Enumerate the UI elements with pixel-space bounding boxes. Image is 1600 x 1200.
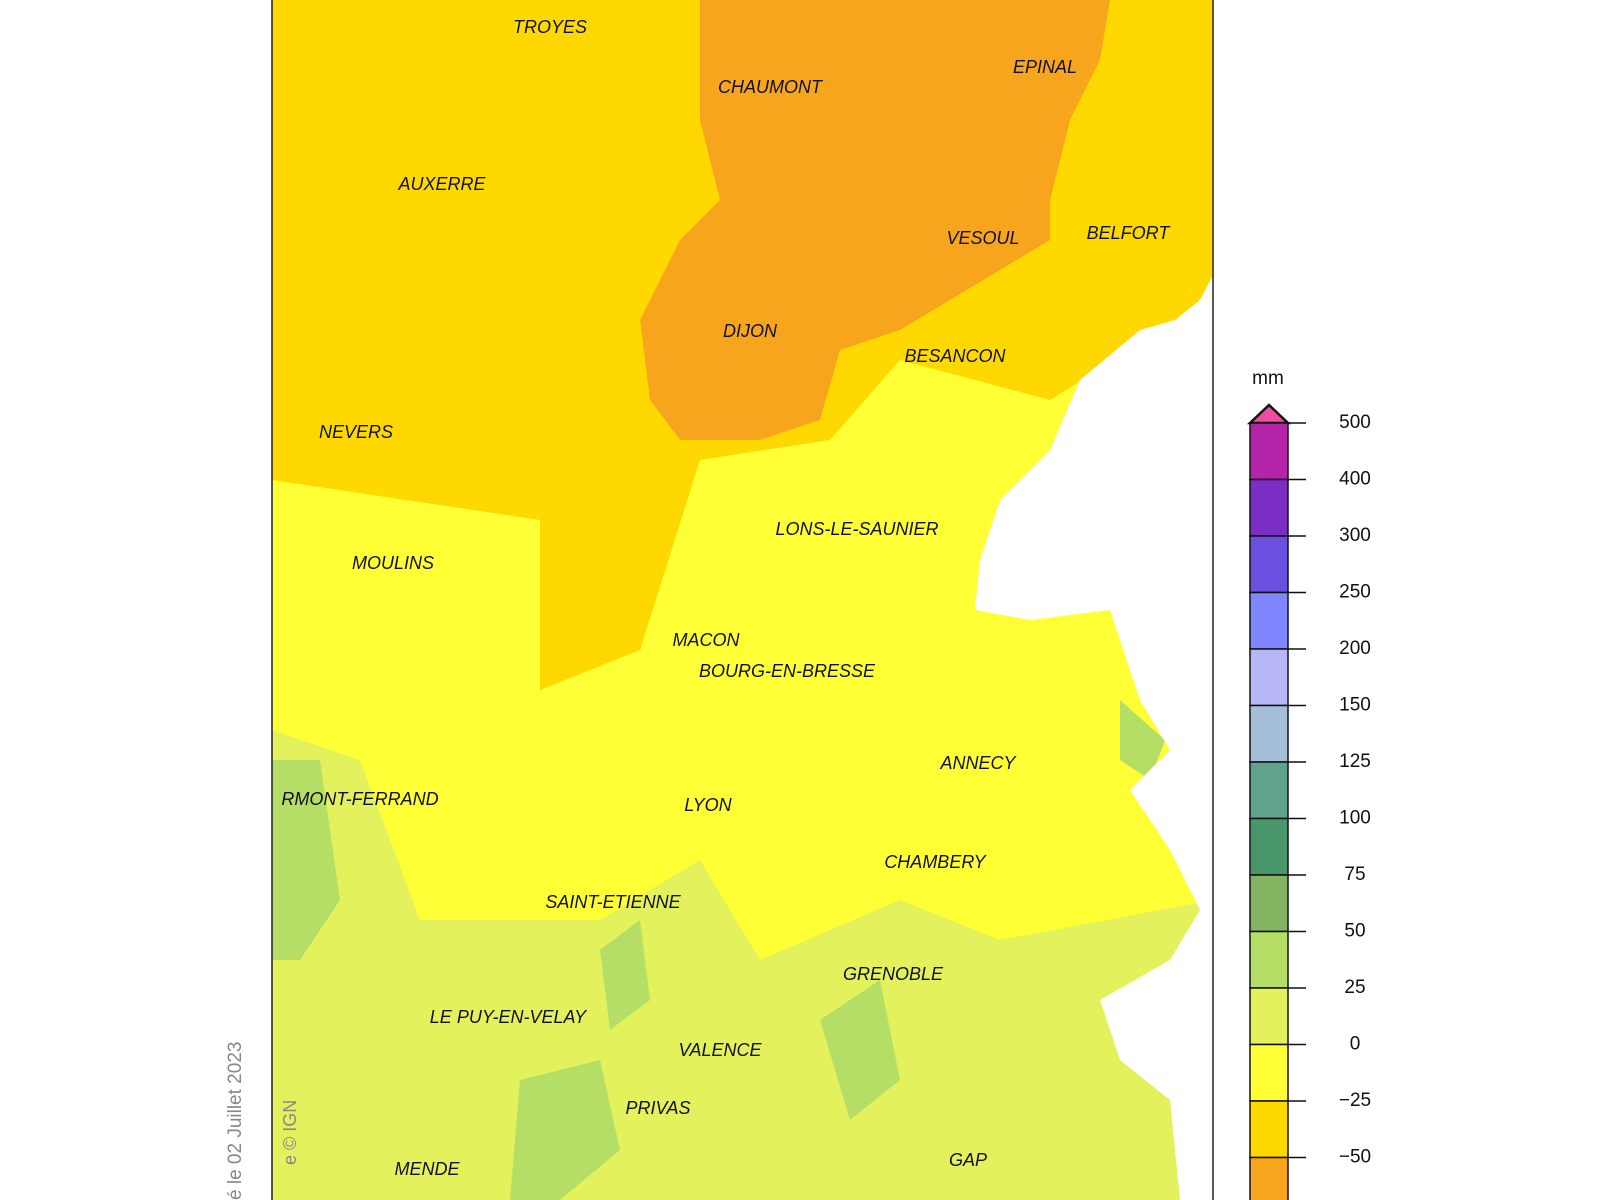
city-label: LYON bbox=[684, 795, 732, 815]
colorbar-swatch bbox=[1249, 817, 1289, 876]
city-label: VALENCE bbox=[678, 1040, 762, 1060]
colorbar-label: 150 bbox=[1339, 695, 1371, 716]
city-label: PRIVAS bbox=[625, 1098, 690, 1118]
city-label: MENDE bbox=[394, 1159, 460, 1179]
map-frame bbox=[271, 0, 1214, 1200]
colorbar-swatch bbox=[1249, 1100, 1289, 1159]
colorbar-swatch bbox=[1249, 535, 1289, 594]
city-labels: TROYES CHAUMONT EPINAL AUXERRE VESOUL BELFORT… bbox=[281, 17, 1171, 1179]
legend-unit: mm bbox=[1252, 368, 1284, 389]
city-label: RMONT-FERRAND bbox=[281, 789, 438, 809]
city-label: BOURG-EN-BRESSE bbox=[699, 661, 876, 681]
colorbar-label: 50 bbox=[1344, 921, 1365, 942]
colorbar-swatch bbox=[1249, 1156, 1289, 1200]
colorbar-swatch bbox=[1249, 478, 1289, 537]
city-label: EPINAL bbox=[1013, 57, 1077, 77]
city-label: LE PUY-EN-VELAY bbox=[430, 1007, 588, 1027]
colorbar-swatch bbox=[1249, 761, 1289, 820]
colorbar-label: 200 bbox=[1339, 638, 1371, 659]
colorbar-swatch bbox=[1249, 422, 1289, 481]
colorbar-arrow bbox=[1246, 403, 1292, 425]
city-label: DIJON bbox=[723, 321, 778, 341]
colorbar-swatch bbox=[1249, 1043, 1289, 1102]
colorbar-label: 400 bbox=[1339, 469, 1371, 490]
region-lightgreen bbox=[272, 730, 1213, 1200]
city-label: GAP bbox=[949, 1150, 987, 1170]
city-label: TROYES bbox=[513, 17, 587, 37]
colorbar-label: −50 bbox=[1339, 1147, 1371, 1168]
colorbar-label: 250 bbox=[1339, 582, 1371, 603]
city-label: CHAMBERY bbox=[884, 852, 987, 872]
colorbar-label: 125 bbox=[1339, 751, 1371, 772]
colorbar-label: 100 bbox=[1339, 808, 1371, 829]
city-label: ANNECY bbox=[939, 753, 1017, 773]
city-label: MOULINS bbox=[352, 553, 434, 573]
city-label: BELFORT bbox=[1087, 223, 1172, 243]
colorbar-swatch bbox=[1249, 591, 1289, 650]
colorbar-label: 500 bbox=[1339, 412, 1371, 433]
city-label: AUXERRE bbox=[397, 174, 486, 194]
city-label: BESANCON bbox=[904, 346, 1006, 366]
city-label: MACON bbox=[673, 630, 741, 650]
city-label: NEVERS bbox=[319, 422, 393, 442]
credit: e © IGN bbox=[280, 1100, 300, 1165]
city-label: GRENOBLE bbox=[843, 964, 944, 984]
outside-area bbox=[975, 275, 1213, 1200]
city-label: CHAUMONT bbox=[718, 77, 824, 97]
colorbar-swatch bbox=[1249, 930, 1289, 989]
colorbar-label: −25 bbox=[1339, 1090, 1371, 1111]
city-label: LONS-LE-SAUNIER bbox=[775, 519, 938, 539]
map bbox=[272, 0, 1213, 1200]
colorbar-label: 25 bbox=[1344, 977, 1365, 998]
colorbar-swatch bbox=[1249, 648, 1289, 707]
colorbar-swatch bbox=[1249, 704, 1289, 763]
date-note: é le 02 Juillet 2023 bbox=[225, 1042, 246, 1200]
region-orange bbox=[640, 0, 1110, 440]
city-label: VESOUL bbox=[946, 228, 1019, 248]
colorbar-swatch bbox=[1249, 874, 1289, 933]
colorbar-swatch bbox=[1249, 987, 1289, 1046]
colorbar-label: 0 bbox=[1350, 1034, 1361, 1055]
colorbar-label: 300 bbox=[1339, 525, 1371, 546]
city-label: SAINT-ETIENNE bbox=[545, 892, 681, 912]
colorbar-label: 75 bbox=[1344, 864, 1365, 885]
